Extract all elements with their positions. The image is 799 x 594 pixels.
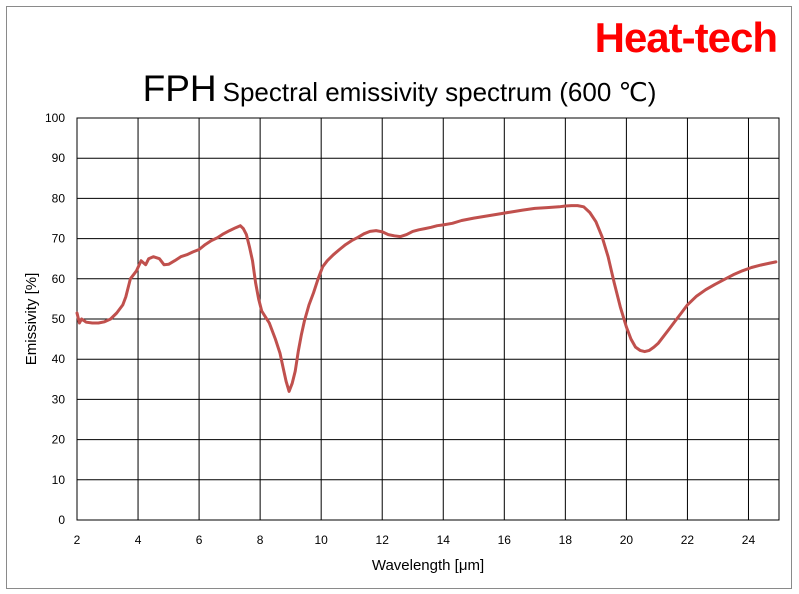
brand-logo: Heat-tech [594, 14, 778, 61]
x-axis-label: Wavelength [μm] [372, 557, 484, 574]
x-tick-label: 6 [196, 533, 203, 547]
y-tick-label: 0 [58, 513, 65, 527]
x-tick-label: 12 [376, 533, 390, 547]
y-tick-label: 20 [52, 433, 66, 447]
y-tick-label: 40 [52, 352, 66, 366]
x-tick-label: 14 [437, 533, 451, 547]
x-tick-labels: 2 4 6 8 10 12 14 16 18 20 22 24 [74, 533, 756, 547]
y-tick-label: 90 [52, 151, 66, 165]
y-tick-label: 50 [52, 312, 66, 326]
chart-frame [6, 6, 792, 589]
y-tick-label: 100 [45, 111, 65, 125]
chart-title: FPH Spectral emissivity spectrum (600 ℃) [0, 68, 799, 110]
y-gridlines [77, 117, 779, 521]
x-tick-label: 8 [257, 533, 264, 547]
x-tick-label: 10 [314, 533, 328, 547]
y-tick-label: 70 [52, 232, 66, 246]
x-tick-label: 4 [135, 533, 142, 547]
x-tick-label: 2 [74, 533, 81, 547]
x-tick-label: 20 [620, 533, 634, 547]
x-tick-label: 18 [559, 533, 573, 547]
x-tick-label: 22 [681, 533, 695, 547]
chart-title-sub: Spectral emissivity spectrum (600 ℃) [222, 77, 657, 107]
y-tick-labels: 0 10 20 30 40 50 60 70 80 90 100 [45, 111, 65, 527]
chart-title-main: FPH [142, 68, 217, 109]
x-tick-label: 24 [742, 533, 756, 547]
y-tick-label: 80 [52, 191, 66, 205]
y-axis-label: Emissivity [%] [23, 273, 40, 366]
y-tick-label: 60 [52, 272, 66, 286]
x-tick-label: 16 [498, 533, 512, 547]
series-group [75, 204, 778, 393]
y-tick-label: 10 [52, 473, 66, 487]
y-tick-label: 30 [52, 392, 66, 406]
emissivity-series-line [75, 204, 778, 393]
